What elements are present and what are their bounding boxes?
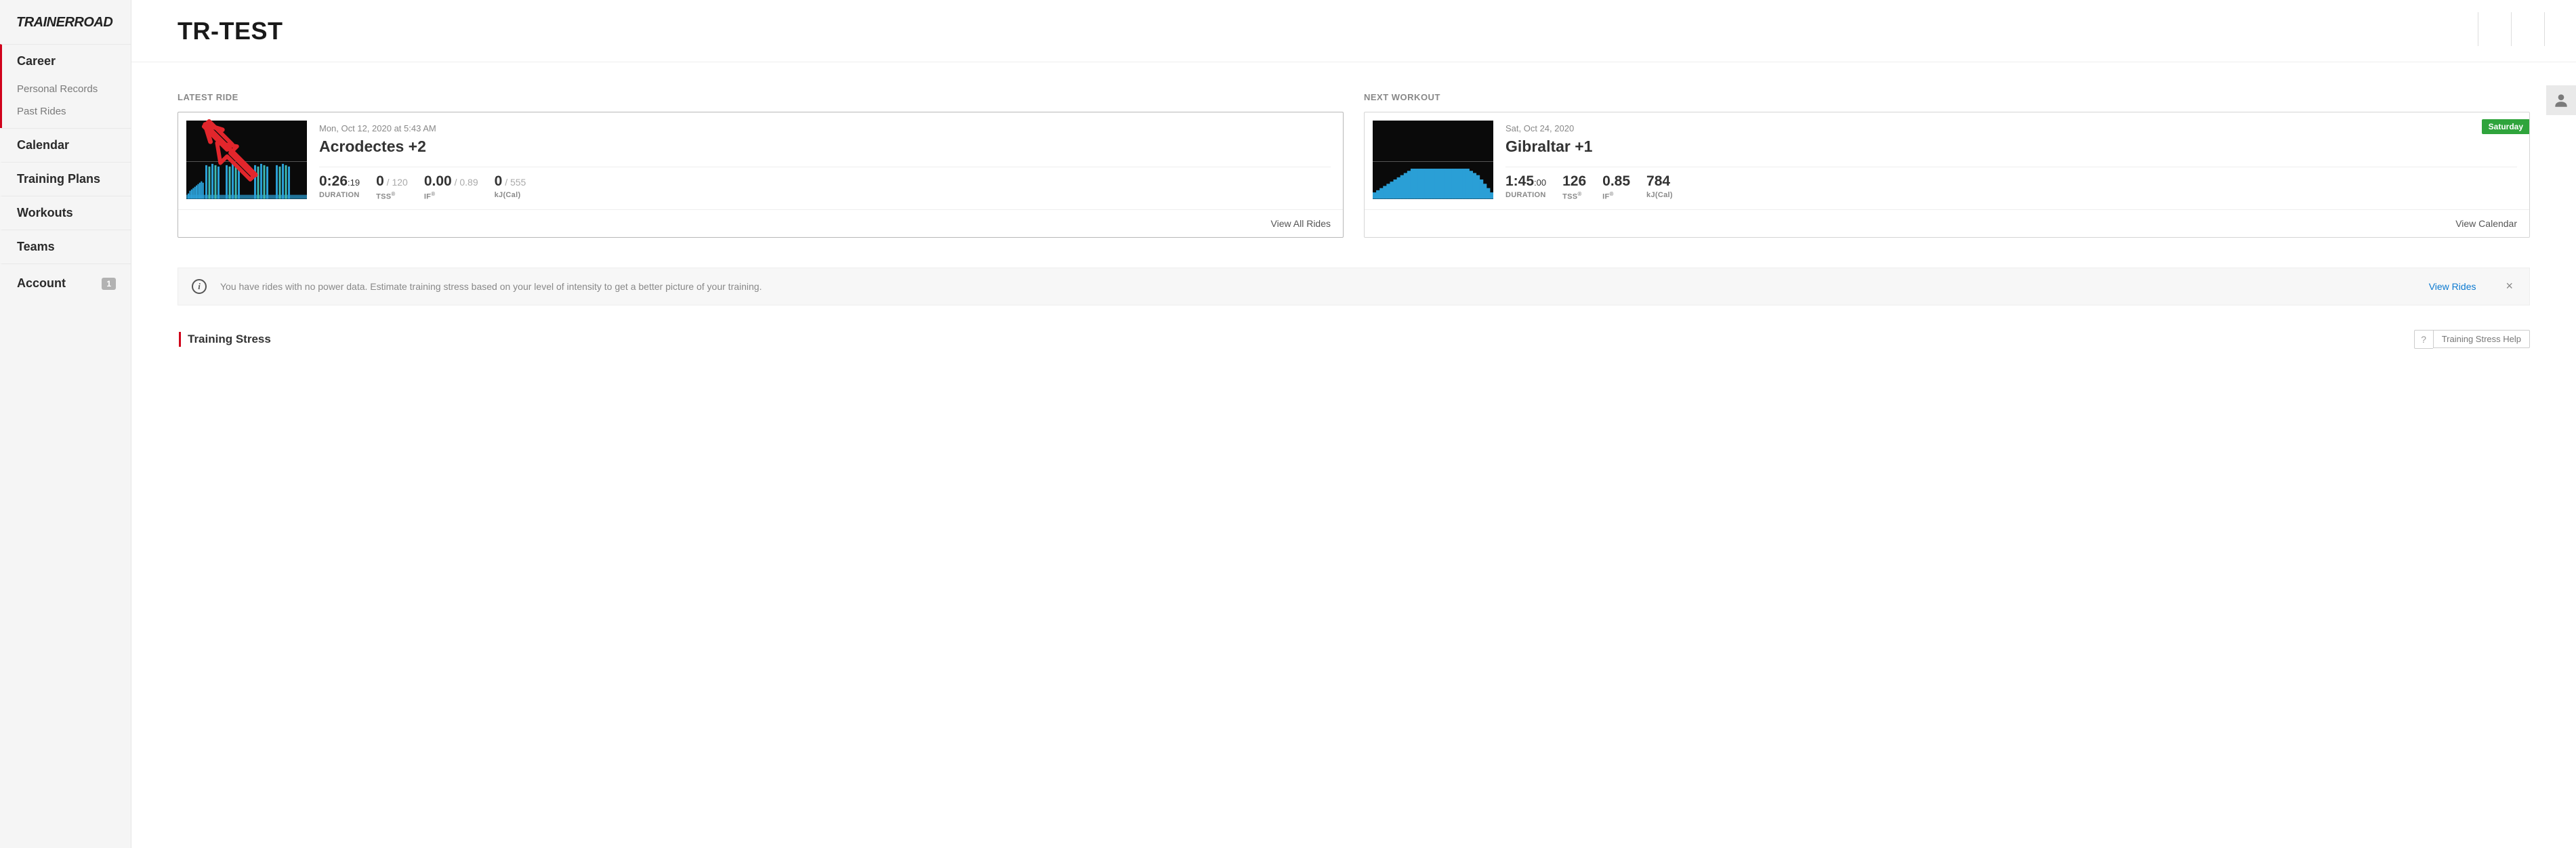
content: LATEST RIDE Mon, Oct 12, 2020 at 5:43 AM… [131,62,2576,362]
stat-kj: 0 / 555 kJ(Cal) [495,174,526,201]
stat-tss: 0 / 120 TSS® [376,174,408,201]
nav-workouts[interactable]: Workouts [2,196,131,230]
latest-ride-footer: View All Rides [178,209,1343,237]
stat-if: 0.00 / 0.89 IF® [424,174,478,201]
nstat-kj: 784 kJ(Cal) [1646,174,1673,201]
nav-section-training-plans: Training Plans [0,162,131,196]
training-stress-help-button[interactable]: Training Stress Help [2433,330,2530,348]
nav-section-career: Career Personal Records Past Rides [0,44,131,128]
header-dividers [2445,12,2545,46]
main: TR-TEST LATEST RIDE [131,0,2576,848]
training-stress-help: ? Training Stress Help [2414,330,2530,349]
next-workout-date: Sat, Oct 24, 2020 [1505,123,2517,133]
nav-calendar[interactable]: Calendar [2,129,131,162]
latest-ride-chart [186,121,307,199]
nav-section-calendar: Calendar [0,128,131,162]
latest-ride-info: Mon, Oct 12, 2020 at 5:43 AM Acrodectes … [307,112,1343,209]
training-stress-title-wrap: Training Stress [179,332,271,347]
nav-account-label: Account [17,276,66,291]
nav-personal-records[interactable]: Personal Records [2,78,131,100]
page-title: TR-TEST [178,17,283,45]
latest-ride-card-top: Mon, Oct 12, 2020 at 5:43 AM Acrodectes … [178,112,1343,209]
sidebar: TRAINERROAD Career Personal Records Past… [0,0,131,848]
avatar-icon [2552,91,2570,109]
info-banner-close[interactable]: × [2503,279,2516,293]
dashboard-cards-row: LATEST RIDE Mon, Oct 12, 2020 at 5:43 AM… [178,92,2530,238]
nstat-duration: 1:45:00 DURATION [1505,174,1546,201]
nav-section-workouts: Workouts [0,196,131,230]
logo-container: TRAINERROAD [0,0,131,44]
next-workout-info: Saturday Sat, Oct 24, 2020 Gibraltar +1 … [1493,112,2529,209]
next-workout-name: Gibraltar +1 [1505,137,2517,156]
nav-section-teams: Teams [0,230,131,263]
latest-ride-name: Acrodectes +2 [319,137,1331,156]
logo[interactable]: TRAINERROAD [16,15,115,30]
nav-career[interactable]: Career [2,45,131,78]
next-workout-card[interactable]: Saturday Sat, Oct 24, 2020 Gibraltar +1 … [1364,112,2530,238]
latest-ride-stats: 0:26:19 DURATION 0 / 120 TSS® 0.00 / 0.8… [319,167,1331,201]
help-icon[interactable]: ? [2414,330,2433,349]
next-workout-card-top: Saturday Sat, Oct 24, 2020 Gibraltar +1 … [1365,112,2529,209]
nstat-tss: 126 TSS® [1562,174,1586,201]
view-all-rides-link[interactable]: View All Rides [1271,218,1331,229]
view-calendar-link[interactable]: View Calendar [2455,218,2517,229]
latest-ride-card[interactable]: Mon, Oct 12, 2020 at 5:43 AM Acrodectes … [178,112,1344,238]
nstat-if: 0.85 IF® [1602,174,1630,201]
nav-account[interactable]: Account 1 [2,264,131,303]
training-stress-header: Training Stress ? Training Stress Help [178,330,2530,349]
latest-ride-label: LATEST RIDE [178,92,1344,102]
profile-avatar-button[interactable] [2546,85,2576,115]
header: TR-TEST [131,0,2576,62]
info-banner: i You have rides with no power data. Est… [178,268,2530,305]
next-workout-column: NEXT WORKOUT Saturday Sat, Oct 24, 2020 … [1364,92,2530,238]
nav-teams[interactable]: Teams [2,230,131,263]
next-workout-chart [1373,121,1493,199]
account-badge: 1 [102,278,116,290]
training-stress-title: Training Stress [188,333,271,346]
next-workout-label: NEXT WORKOUT [1364,92,2530,102]
stat-duration: 0:26:19 DURATION [319,174,360,201]
latest-ride-column: LATEST RIDE Mon, Oct 12, 2020 at 5:43 AM… [178,92,1344,238]
nav-past-rides[interactable]: Past Rides [2,100,131,128]
training-stress-accent-bar [179,332,181,347]
next-workout-stats: 1:45:00 DURATION 126 TSS® 0.85 [1505,167,2517,201]
info-icon: i [192,279,207,294]
nav-training-plans[interactable]: Training Plans [2,163,131,196]
info-banner-text: You have rides with no power data. Estim… [220,281,2415,292]
day-badge: Saturday [2482,119,2530,134]
latest-ride-date: Mon, Oct 12, 2020 at 5:43 AM [319,123,1331,133]
info-banner-link[interactable]: View Rides [2429,281,2476,292]
nav-section-account: Account 1 [0,263,131,303]
next-workout-footer: View Calendar [1365,209,2529,237]
